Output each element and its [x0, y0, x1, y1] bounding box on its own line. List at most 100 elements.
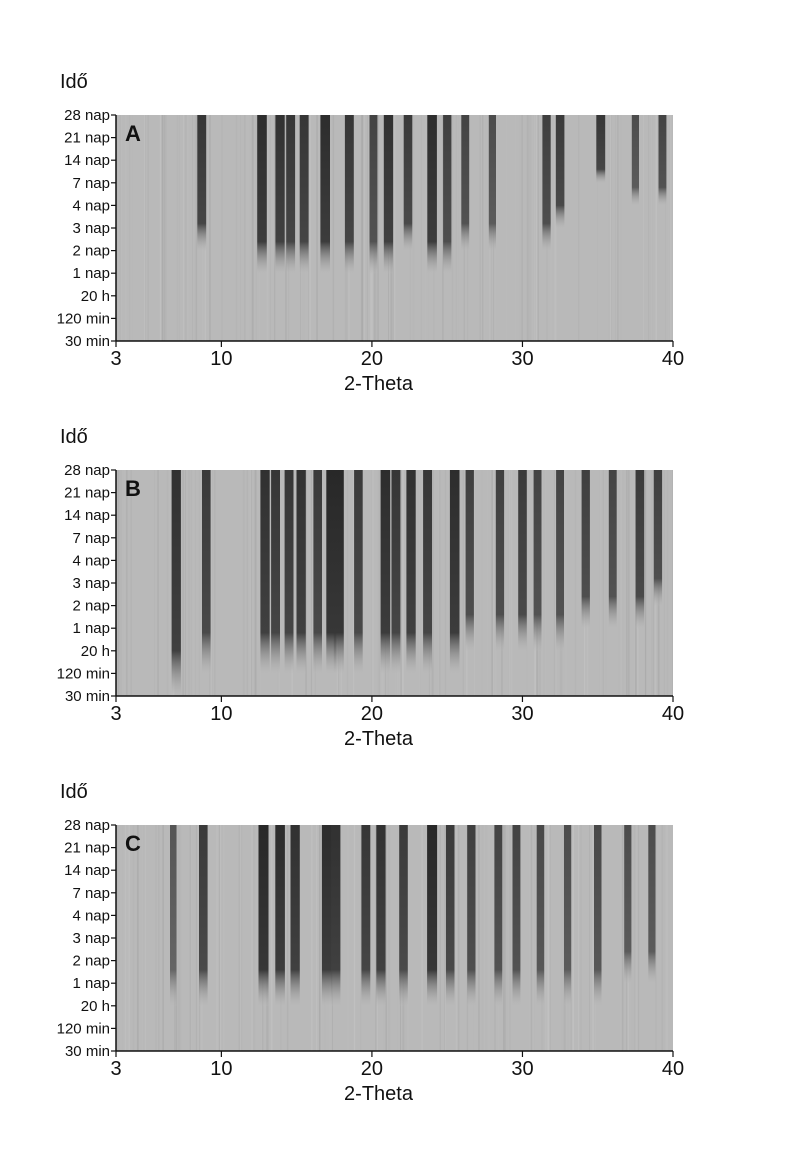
peak-band: [581, 470, 590, 629]
noise-streak: [462, 470, 464, 696]
noise-streak: [651, 470, 652, 696]
noise-streak: [577, 825, 579, 1051]
noise-streak: [192, 115, 193, 341]
y-tick-label: 2 nap: [72, 953, 110, 970]
peak-band: [171, 470, 181, 696]
noise-streak: [244, 115, 246, 341]
y-tick-label: 21 nap: [64, 840, 110, 857]
noise-streak: [618, 470, 620, 696]
noise-streak: [247, 115, 249, 341]
peak-band: [258, 825, 269, 1006]
peak-band: [170, 825, 177, 1006]
noise-streak: [246, 470, 248, 696]
noise-streak: [388, 825, 389, 1051]
noise-streak: [125, 825, 127, 1051]
y-tick-label: 30 min: [65, 1043, 110, 1060]
noise-streak: [255, 115, 257, 341]
noise-streak: [169, 470, 172, 696]
noise-streak: [286, 825, 288, 1051]
x-tick-label: 10: [210, 1058, 232, 1080]
noise-streak: [375, 825, 377, 1051]
noise-streak: [553, 470, 556, 696]
noise-streak: [285, 115, 287, 341]
noise-streak: [235, 115, 238, 341]
noise-streak: [196, 115, 198, 341]
noise-streak: [238, 825, 240, 1051]
noise-streak: [400, 470, 402, 696]
noise-streak: [602, 470, 604, 696]
noise-streak: [578, 115, 580, 341]
y-tick-label: 120 min: [57, 1020, 110, 1037]
y-tick-label: 20 h: [81, 643, 110, 660]
noise-streak: [240, 115, 241, 341]
peak-band: [512, 825, 521, 1006]
noise-streak: [474, 470, 476, 696]
noise-streak: [165, 115, 167, 341]
noise-streak: [455, 825, 457, 1051]
x-tick-label: 30: [511, 348, 533, 370]
noise-streak: [508, 470, 510, 696]
noise-streak: [169, 470, 170, 696]
x-tick-label: 40: [662, 703, 684, 725]
y-tick-label: 4 nap: [72, 907, 110, 924]
x-tick-label: 20: [361, 1058, 383, 1080]
peak-band: [461, 115, 470, 251]
noise-streak: [147, 115, 149, 341]
noise-streak: [311, 825, 313, 1051]
x-tick-label: 40: [662, 348, 684, 370]
y-tick-label: 14 nap: [64, 862, 110, 879]
y-tick-label: 28 nap: [64, 107, 110, 124]
noise-streak: [259, 470, 261, 696]
noise-streak: [622, 470, 624, 696]
noise-streak: [544, 470, 546, 696]
noise-streak: [367, 115, 368, 341]
noise-streak: [421, 825, 423, 1051]
noise-streak: [506, 825, 508, 1051]
noise-streak: [253, 825, 256, 1051]
peak-band: [518, 470, 527, 651]
noise-streak: [183, 115, 185, 341]
noise-streak: [120, 115, 122, 341]
noise-streak: [444, 470, 447, 696]
peak-band: [495, 470, 505, 651]
noise-streak: [481, 470, 483, 696]
peak-band: [594, 825, 602, 1006]
noise-streak: [209, 115, 211, 341]
y-tick-label: 28 nap: [64, 817, 110, 834]
peak-band: [331, 825, 341, 1006]
noise-streak: [597, 115, 598, 341]
x-axis-title: 2-Theta: [344, 728, 414, 750]
peak-band: [564, 825, 572, 1006]
noise-streak: [255, 470, 257, 696]
peak-band: [326, 470, 337, 674]
noise-streak: [481, 825, 484, 1051]
y-tick-label: 14 nap: [64, 507, 110, 524]
noise-streak: [605, 470, 607, 696]
noise-streak: [396, 825, 398, 1051]
noise-streak: [222, 825, 225, 1051]
peak-band: [257, 115, 267, 274]
noise-streak: [177, 825, 179, 1051]
noise-streak: [608, 115, 610, 341]
noise-streak: [118, 115, 119, 341]
noise-streak: [212, 470, 214, 696]
noise-streak: [178, 115, 180, 341]
noise-streak: [119, 115, 122, 341]
noise-streak: [529, 825, 531, 1051]
noise-streak: [621, 825, 624, 1051]
noise-streak: [572, 825, 574, 1051]
noise-streak: [666, 470, 669, 696]
peak-band: [465, 470, 474, 651]
noise-streak: [253, 825, 255, 1051]
noise-streak: [186, 115, 189, 341]
noise-streak: [554, 115, 556, 341]
noise-streak: [589, 825, 590, 1051]
noise-streak: [444, 825, 446, 1051]
noise-streak: [184, 470, 186, 696]
noise-streak: [672, 470, 673, 696]
noise-streak: [249, 470, 252, 696]
noise-streak: [478, 825, 480, 1051]
noise-streak: [666, 825, 668, 1051]
noise-streak: [179, 825, 181, 1051]
peak-band: [555, 115, 565, 228]
